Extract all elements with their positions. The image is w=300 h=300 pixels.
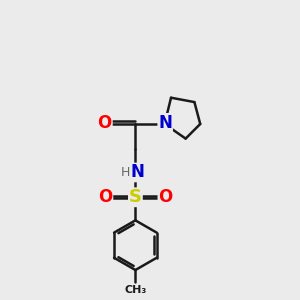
Text: N: N xyxy=(130,164,144,181)
Text: H: H xyxy=(121,166,130,179)
Text: O: O xyxy=(158,188,172,206)
Text: N: N xyxy=(158,114,172,132)
Text: S: S xyxy=(129,188,142,206)
Text: CH₃: CH₃ xyxy=(124,285,146,295)
Text: O: O xyxy=(98,114,112,132)
Text: O: O xyxy=(98,188,112,206)
